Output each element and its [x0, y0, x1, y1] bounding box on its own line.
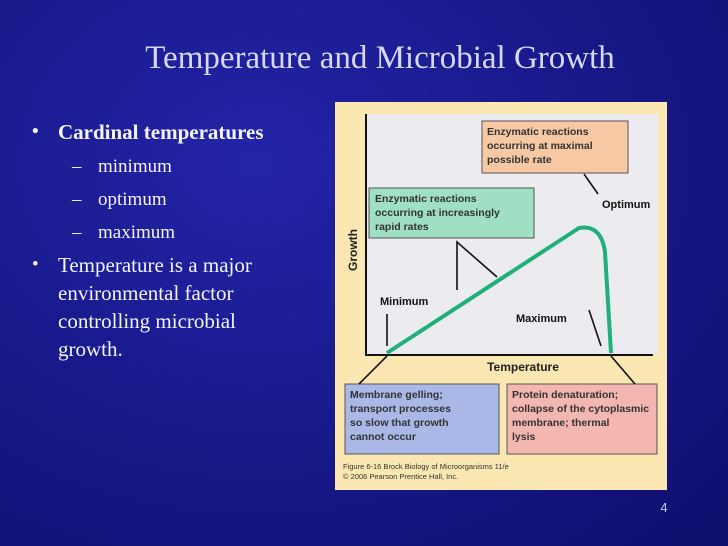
bullet-line: controlling microbial	[58, 309, 236, 333]
growth-temperature-figure: Growth Temperature Enzymatic reactions o…	[335, 102, 667, 490]
bullet-line: growth.	[58, 337, 123, 361]
slide-title: Temperature and Microbial Growth	[145, 40, 615, 76]
callout-maximal-rate-text: Enzymatic reactions occurring at maximal…	[487, 126, 596, 166]
sub-bullet-maximum: – maximum	[70, 216, 330, 249]
bullet-cardinal-temperatures: • Cardinal temperatures	[30, 118, 330, 146]
sub-bullet-optimum: – optimum	[70, 183, 330, 216]
callout-maximal-rate	[481, 120, 629, 174]
growth-diagram: Growth Temperature Enzymatic reactions o…	[344, 114, 658, 455]
callout-increasing-rate-text: Enzymatic reactions occurring at increas…	[375, 193, 503, 233]
label-minimum: Minimum	[380, 296, 428, 308]
callout-denaturation	[506, 383, 658, 455]
bullet-line: Temperature is a major	[58, 253, 252, 277]
pointer-line-increasing	[456, 240, 498, 290]
bullet-icon: •	[32, 254, 39, 275]
pointer-line-maximum	[588, 309, 602, 347]
callout-denaturation-text: Protein denaturation; collapse of the cy…	[512, 389, 652, 443]
bullet-icon: •	[32, 121, 39, 142]
sub-bullet-text: optimum	[98, 189, 167, 210]
bullet-temperature-factor: • Temperature is a major environmental f…	[30, 251, 330, 363]
x-axis-label: Temperature	[487, 360, 559, 374]
figure-caption: Figure 6-16 Brock Biology of Microorgani…	[343, 462, 509, 482]
label-optimum: Optimum	[602, 199, 650, 211]
callout-membrane-gelling	[344, 383, 500, 455]
growth-curve	[385, 225, 613, 355]
dash-icon: –	[72, 156, 82, 177]
bullet-list: • Cardinal temperatures – minimum – optimu…	[30, 118, 330, 363]
y-axis-label: Growth	[346, 229, 360, 271]
caption-line: Figure 6-16 Brock Biology of Microorgani…	[343, 462, 509, 471]
caption-line: © 2006 Pearson Prentice Hall, Inc.	[343, 472, 459, 481]
sub-bullet-text: maximum	[98, 222, 176, 243]
sub-bullet-list: – minimum – optimum – maximum	[30, 150, 330, 249]
sub-bullet-text: minimum	[98, 156, 172, 177]
pointer-line-gelling	[358, 355, 388, 385]
pointer-line-optimum	[583, 173, 599, 195]
callout-increasing-rate	[368, 187, 535, 239]
dash-icon: –	[72, 222, 82, 243]
page-number: 4	[660, 500, 668, 515]
bullet-line: environmental factor	[58, 281, 234, 305]
bullet-text: Cardinal temperatures	[58, 120, 264, 144]
label-maximum: Maximum	[516, 313, 567, 325]
callout-membrane-gelling-text: Membrane gelling; transport processes so…	[350, 389, 454, 443]
pointer-line-denaturation	[610, 355, 636, 385]
dash-icon: –	[72, 189, 82, 210]
sub-bullet-minimum: – minimum	[70, 150, 330, 183]
